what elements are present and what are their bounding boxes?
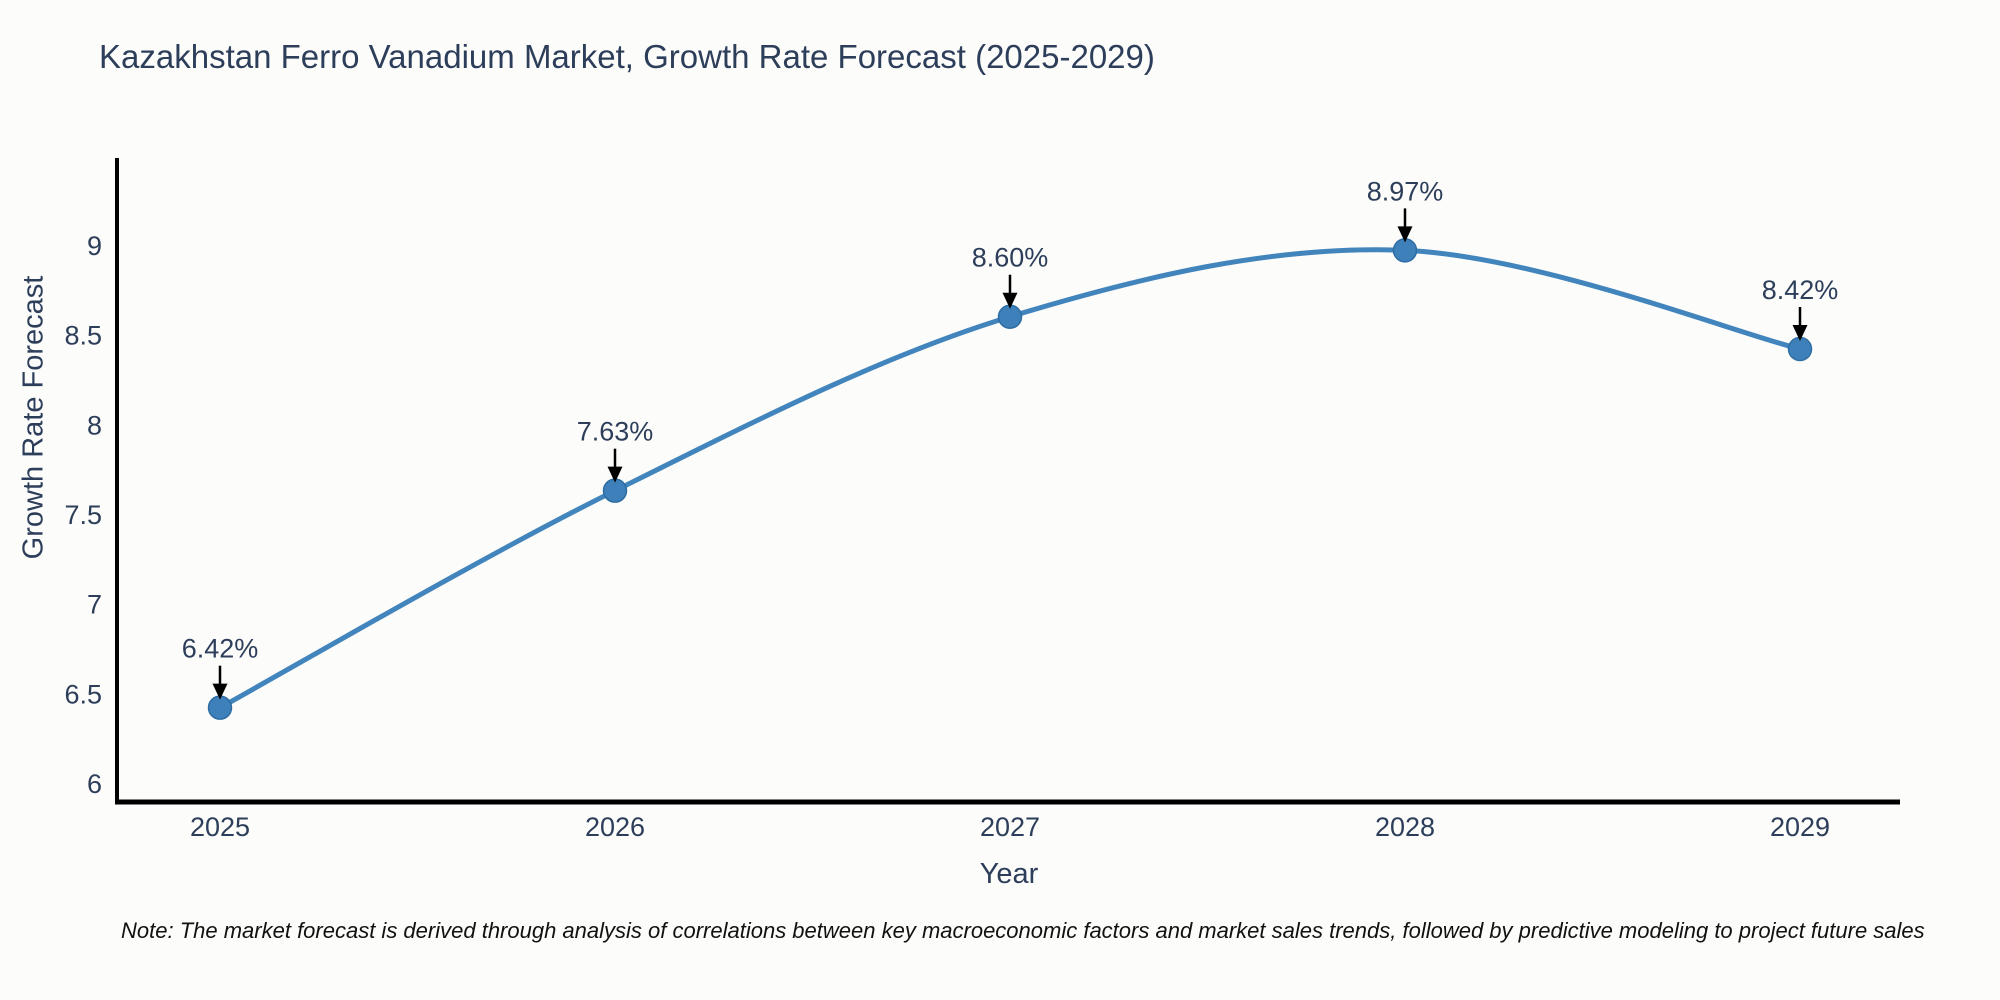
x-tick-label: 2025 [190, 812, 250, 842]
annotation-arrow-head [607, 466, 623, 483]
x-tick-label: 2026 [585, 812, 645, 842]
y-tick-label: 8.5 [64, 321, 102, 351]
y-tick-label: 9 [87, 231, 102, 261]
data-point-label: 8.97% [1367, 176, 1444, 206]
footnote: Note: The market forecast is derived thr… [121, 918, 1925, 943]
chart-title: Kazakhstan Ferro Vanadium Market, Growth… [99, 38, 1155, 75]
annotation-arrow-head [1792, 325, 1808, 342]
y-tick-label: 7 [87, 590, 102, 620]
x-axis-title: Year [979, 858, 1039, 890]
annotation-arrow-head [1002, 292, 1018, 309]
y-tick-label: 6.5 [64, 679, 102, 709]
annotation-arrow-head [1397, 226, 1413, 243]
data-point-label: 8.42% [1762, 275, 1839, 305]
x-tick-label: 2029 [1770, 812, 1830, 842]
y-tick-label: 7.5 [64, 500, 102, 530]
data-point-label: 6.42% [182, 634, 259, 664]
x-tick-label: 2028 [1375, 812, 1435, 842]
data-point-label: 7.63% [577, 417, 654, 447]
annotation-arrow-head [212, 683, 228, 700]
data-point-label: 8.60% [972, 243, 1049, 273]
y-tick-label: 8 [87, 410, 102, 440]
x-tick-label: 2027 [980, 812, 1040, 842]
y-tick-label: 6 [87, 769, 102, 799]
